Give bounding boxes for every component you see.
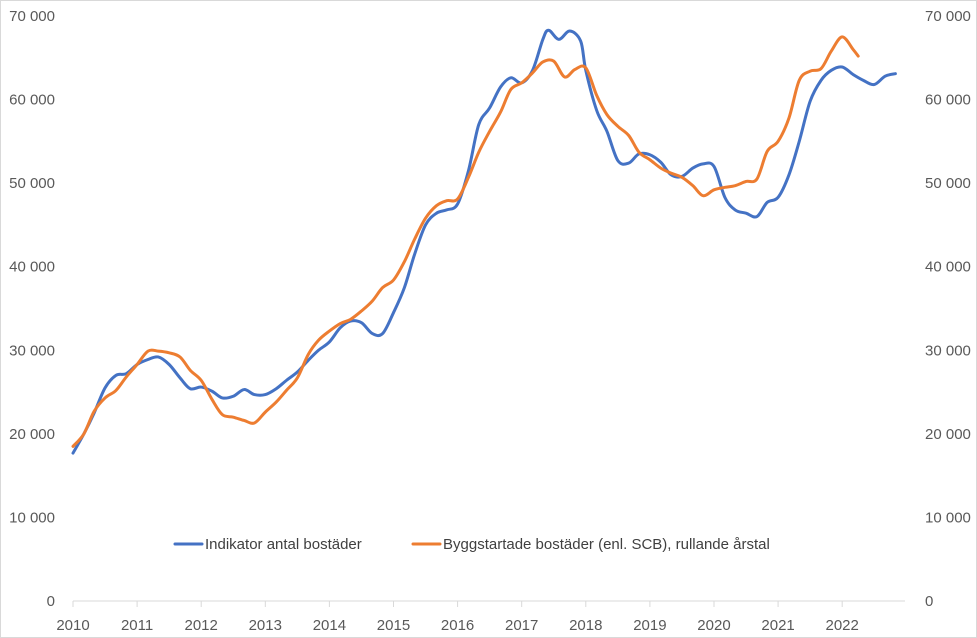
- x-tick-label: 2020: [697, 617, 730, 634]
- y2-tick-label: 40 000: [925, 259, 971, 276]
- x-tick-label: 2010: [56, 617, 89, 634]
- x-tick-label: 2021: [761, 617, 794, 634]
- y-tick-label: 20 000: [9, 426, 55, 443]
- legend-label: Byggstartade bostäder (enl. SCB), rullan…: [443, 536, 770, 553]
- y-tick-label: 60 000: [9, 92, 55, 109]
- legend: Indikator antal bostäder Byggstartade bos…: [173, 536, 770, 553]
- y-tick-label: 0: [47, 593, 55, 610]
- series-lines: [71, 28, 897, 455]
- y-tick-label: 10 000: [9, 509, 55, 526]
- x-tick-label: 2015: [377, 617, 410, 634]
- series-line-1: [71, 28, 897, 455]
- x-tick-label: 2016: [441, 617, 474, 634]
- y2-tick-label: 70 000: [925, 8, 971, 25]
- x-tick-label: 2019: [633, 617, 666, 634]
- y-tick-label: 30 000: [9, 342, 55, 359]
- x-tick-label: 2011: [121, 617, 153, 634]
- x-tick-label: 2018: [569, 617, 602, 634]
- axes: 2010 2011 2012 2013 2014 2015 2016 2017 2018 2019…: [9, 8, 971, 634]
- y-tick-label: 50 000: [9, 175, 55, 192]
- y2-tick-label: 20 000: [925, 426, 971, 443]
- y-tick-label: 40 000: [9, 259, 55, 276]
- y2-tick-label: 10 000: [925, 509, 971, 526]
- legend-label: Indikator antal bostäder: [205, 536, 362, 553]
- x-tick-label: 2017: [505, 617, 538, 634]
- series-line-2: [71, 35, 860, 448]
- y2-tick-label: 30 000: [925, 342, 971, 359]
- x-tick-label: 2012: [185, 617, 218, 634]
- y2-tick-label: 50 000: [925, 175, 971, 192]
- x-tick-label: 2014: [313, 617, 346, 634]
- y2-tick-label: 0: [925, 593, 933, 610]
- y-tick-label: 70 000: [9, 8, 55, 25]
- x-tick-label: 2013: [249, 617, 282, 634]
- y2-tick-label: 60 000: [925, 92, 971, 109]
- x-tick-label: 2022: [825, 617, 858, 634]
